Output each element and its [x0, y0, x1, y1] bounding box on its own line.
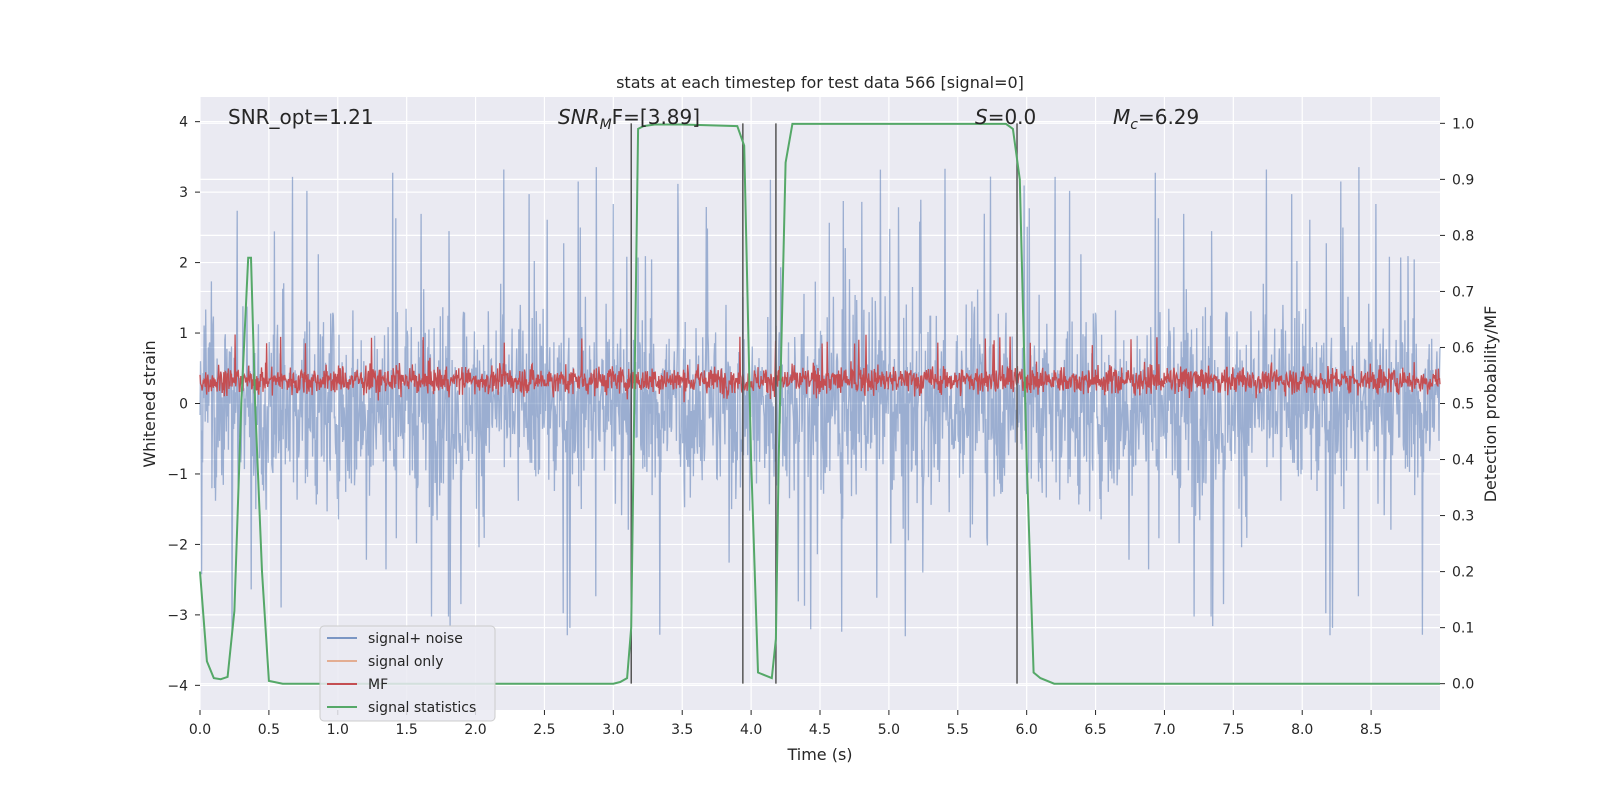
x-tick-label: 8.0 — [1291, 722, 1313, 738]
y-right-tick-label: 0.4 — [1452, 453, 1474, 469]
x-tick-label: 2.5 — [533, 722, 555, 738]
y-tick-label: −2 — [167, 537, 188, 553]
y-right-axis-label: Detection probability/MF — [1481, 306, 1500, 503]
x-axis-label: Time (s) — [786, 745, 852, 764]
legend-item-signal-statistics: signal statistics — [327, 700, 476, 716]
chart-title: stats at each timestep for test data 566… — [616, 73, 1024, 92]
y-tick-label: 2 — [179, 256, 188, 272]
legend-label: signal+ noise — [368, 631, 463, 647]
y-right-tick-label: 0.9 — [1452, 172, 1474, 188]
y-tick-label: −1 — [167, 467, 188, 483]
annotation-snr-mf-prefix: SNR — [558, 105, 600, 129]
x-tick-label: 6.5 — [1084, 722, 1106, 738]
legend-item-mf: MF — [327, 677, 388, 693]
x-tick-label: 8.5 — [1360, 722, 1382, 738]
y-tick-label: 4 — [179, 115, 188, 131]
y-right-tick-label: 0.8 — [1452, 228, 1474, 244]
x-tick-label: 2.0 — [464, 722, 486, 738]
y-right-tick-label: 0.3 — [1452, 509, 1474, 525]
legend-box — [319, 625, 496, 722]
y-right-tick-label: 0.1 — [1452, 621, 1474, 637]
x-tick-label: 5.5 — [947, 722, 969, 738]
y-axis-label: Whitened strain — [140, 340, 159, 467]
x-tick-label: 0.0 — [189, 722, 211, 738]
annotation-snr-mf: SNRMF=[3.89] — [558, 105, 700, 133]
x-tick-label: 6.0 — [1016, 722, 1038, 738]
y-right-axis-ticks: 1.0 0.9 0.8 0.7 0.6 0.5 0.4 0.3 0.2 0.1 0.0 — [1440, 116, 1474, 693]
x-tick-label: 5.0 — [878, 722, 900, 738]
y-tick-label: −4 — [167, 678, 188, 694]
x-tick-label: 7.0 — [1153, 722, 1175, 738]
x-tick-label: 1.5 — [396, 722, 418, 738]
y-axis-ticks: 4 3 2 1 0 −1 −2 −3 −4 — [167, 115, 200, 694]
x-axis-ticks: 0.0 0.5 1.0 1.5 2.0 2.5 3.0 3.5 4.0 4.5 5.0 5.5 6.0 6… — [189, 710, 1382, 738]
x-tick-label: 4.5 — [809, 722, 831, 738]
y-tick-label: 1 — [179, 326, 188, 342]
annotation-mc: Mc=6.29 — [1113, 105, 1199, 133]
x-tick-label: 3.0 — [602, 722, 624, 738]
x-tick-label: 0.5 — [258, 722, 280, 738]
y-right-tick-label: 0.7 — [1452, 284, 1474, 300]
annotation-s: S=0.0 — [975, 105, 1036, 129]
legend-label: signal statistics — [368, 700, 476, 716]
annotation-mc-sub: c — [1130, 117, 1138, 133]
series-signal-noise — [199, 167, 1441, 637]
annotation-snr-opt: SNR_opt=1.21 — [228, 105, 374, 129]
x-tick-label: 3.5 — [671, 722, 693, 738]
legend: signal+ noise signal only MF signal stat… — [319, 625, 496, 722]
y-right-tick-label: 0.2 — [1452, 565, 1474, 581]
y-tick-label: 3 — [179, 185, 188, 201]
annotation-s-value: =0.0 — [988, 105, 1037, 129]
annotation-snr-mf-sub: M — [600, 117, 612, 133]
series-mf — [199, 334, 1441, 403]
x-tick-label: 4.0 — [740, 722, 762, 738]
line-signal-statistics — [199, 122, 1440, 685]
x-tick-label: 7.5 — [1222, 722, 1244, 738]
x-tick-label: 1.0 — [327, 722, 349, 738]
y-right-tick-label: 0.0 — [1452, 677, 1474, 693]
y-right-tick-label: 0.5 — [1452, 397, 1474, 413]
y-right-tick-label: 0.6 — [1452, 340, 1474, 356]
annotation-mc-label: M — [1113, 105, 1130, 129]
legend-label: MF — [368, 677, 388, 693]
y-tick-label: −3 — [167, 608, 188, 624]
annotation-snr-mf-rest: F=[3.89] — [612, 105, 700, 129]
legend-item-signal-only: signal only — [327, 654, 443, 670]
line-signal-noise — [199, 167, 1441, 637]
legend-label: signal only — [368, 654, 443, 670]
series-signal-statistics — [199, 122, 1440, 685]
annotation-mc-value: =6.29 — [1138, 105, 1199, 129]
y-tick-label: 0 — [179, 397, 188, 413]
line-mf — [199, 334, 1441, 403]
y-right-tick-label: 1.0 — [1452, 116, 1474, 132]
legend-item-signal-noise: signal+ noise — [327, 631, 463, 647]
annotation-s-label: S — [975, 105, 988, 129]
